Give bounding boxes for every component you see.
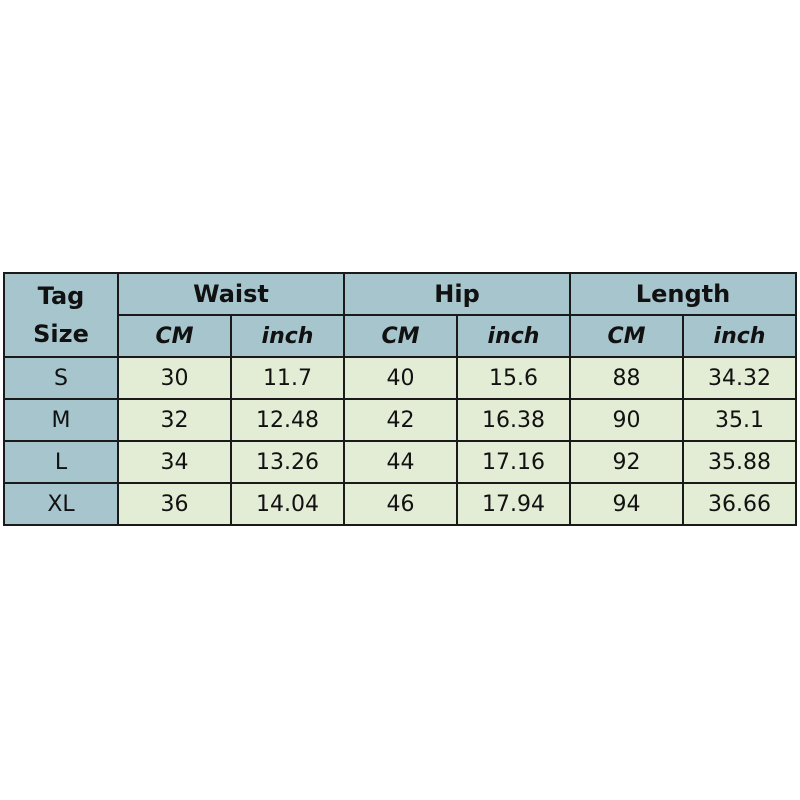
value-cell: 17.94 [456, 482, 571, 526]
value-cell: 42 [343, 398, 458, 442]
value-cell: 30 [117, 356, 232, 400]
value-cell: 13.26 [230, 440, 345, 484]
value-cell: 35.88 [682, 440, 797, 484]
unit-row: CM inch CM inch CM inch [4, 314, 797, 358]
size-cell: M [3, 398, 119, 442]
value-cell: 94 [569, 482, 684, 526]
value-cell: 88 [569, 356, 684, 400]
waist-header: Waist [117, 272, 345, 316]
value-cell: 17.16 [456, 440, 571, 484]
value-cell: 12.48 [230, 398, 345, 442]
size-cell: L [3, 440, 119, 484]
value-cell: 16.38 [456, 398, 571, 442]
value-cell: 46 [343, 482, 458, 526]
value-cell: 34 [117, 440, 232, 484]
value-cell: 92 [569, 440, 684, 484]
length-header: Length [569, 272, 797, 316]
value-cell: 15.6 [456, 356, 571, 400]
value-cell: 36 [117, 482, 232, 526]
unit-header: inch [682, 314, 797, 358]
unit-header: CM [343, 314, 458, 358]
table-row: XL 36 14.04 46 17.94 94 36.66 [3, 482, 797, 526]
size-label: Size [33, 320, 89, 348]
value-cell: 36.66 [682, 482, 797, 526]
unit-header: CM [569, 314, 684, 358]
value-cell: 11.7 [230, 356, 345, 400]
table-row: M 32 12.48 42 16.38 90 35.1 [3, 398, 797, 442]
size-chart-table: Tag Size Waist Hip Length CM inch CM inch… [3, 272, 797, 526]
value-cell: 14.04 [230, 482, 345, 526]
value-cell: 40 [343, 356, 458, 400]
unit-header: CM [117, 314, 232, 358]
value-cell: 35.1 [682, 398, 797, 442]
value-cell: 90 [569, 398, 684, 442]
value-cell: 44 [343, 440, 458, 484]
size-cell: XL [3, 482, 119, 526]
tag-label: Tag [37, 282, 85, 310]
table-row: S 30 11.7 40 15.6 88 34.32 [3, 356, 797, 400]
table-row: L 34 13.26 44 17.16 92 35.88 [3, 440, 797, 484]
hip-header: Hip [343, 272, 571, 316]
value-cell: 32 [117, 398, 232, 442]
unit-header: inch [230, 314, 345, 358]
header-row: Tag Size Waist Hip Length [3, 272, 797, 358]
value-cell: 34.32 [682, 356, 797, 400]
tag-size-header: Tag Size [3, 272, 119, 358]
unit-header: inch [456, 314, 571, 358]
size-cell: S [3, 356, 119, 400]
